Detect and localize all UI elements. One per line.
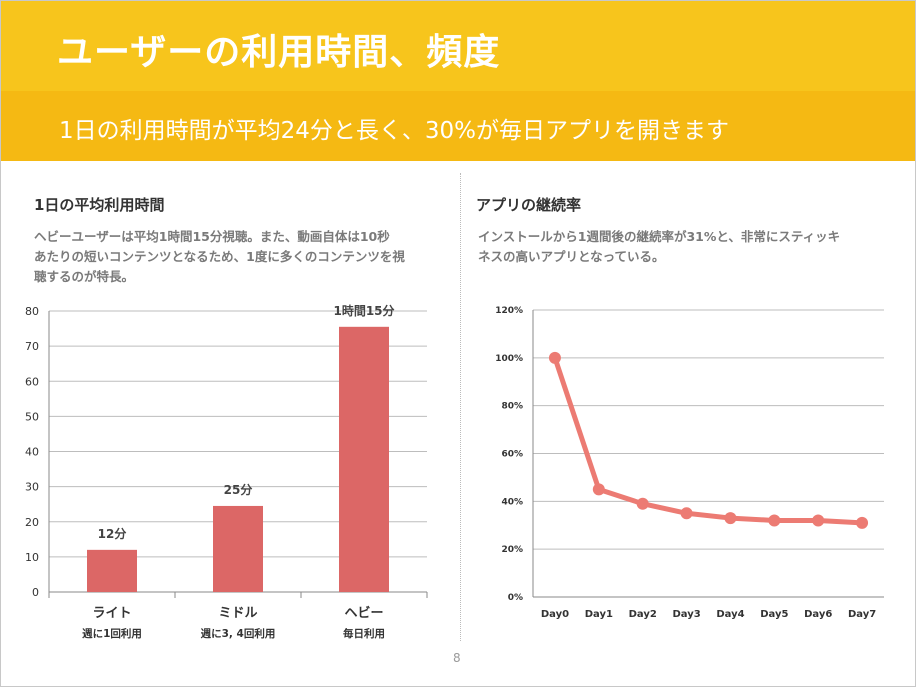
retention-heading: アプリの継続率 — [476, 196, 582, 214]
x-tick-label: Day6 — [804, 609, 832, 620]
page-number: 8 — [453, 651, 461, 665]
y-tick-label: 40% — [501, 497, 523, 507]
bar-data-label: 1時間15分 — [333, 303, 394, 318]
slide-subtitle: 1日の利用時間が平均24分と長く、30%が毎日アプリを開きます — [59, 118, 730, 144]
retention-description-line: ネスの高いアプリとなっている。 — [478, 249, 665, 264]
y-tick-label: 40 — [25, 446, 39, 459]
x-category-label: ヘビー — [344, 605, 383, 621]
bar-data-label: 25分 — [224, 482, 253, 497]
section-divider — [460, 173, 461, 641]
y-tick-label: 20% — [501, 545, 523, 555]
data-point — [548, 351, 561, 364]
retention-description: インストールから1週間後の継続率が31%と、非常にスティッキ ネスの高いアプリと… — [478, 227, 840, 267]
data-point — [768, 514, 781, 527]
usage-time-description-line: あたりの短いコンテンツとなるため、1度に多くのコンテンツを視 — [34, 249, 405, 264]
retention-description-line: インストールから1週間後の継続率が31%と、非常にスティッキ — [478, 229, 841, 244]
retention-line-chart: 0% 20% 40% 60% 80% 100% 120% Day0 Day1 Day2 Day3 Da… — [495, 306, 884, 620]
y-tick-label: 60% — [501, 450, 523, 460]
x-category-sublabel: 週に1回利用 — [82, 627, 142, 640]
y-tick-label: 0% — [508, 593, 523, 603]
y-tick-label: 20 — [25, 516, 39, 529]
y-tick-label: 0 — [32, 586, 39, 599]
bar — [213, 505, 263, 592]
x-tick-label: Day3 — [672, 609, 700, 620]
y-tick-label: 120% — [495, 306, 523, 316]
bar-data-label: 12分 — [98, 526, 127, 541]
data-point — [592, 483, 605, 496]
x-tick-label: Day7 — [848, 609, 876, 620]
y-tick-label: 30 — [25, 481, 39, 494]
retention-line — [552, 355, 865, 526]
x-tick-label: Day4 — [716, 609, 744, 620]
y-tick-label: 60 — [25, 375, 39, 388]
y-tick-label: 80 — [25, 305, 39, 318]
y-tick-label: 100% — [495, 354, 523, 364]
data-point — [856, 516, 869, 529]
x-tick-label: Day0 — [541, 609, 569, 620]
x-tick-label: Day5 — [760, 609, 788, 620]
usage-time-description-line: ヘビーユーザーは平均1時間15分視聴。また、動画自体は10秒 — [34, 229, 390, 244]
slide-title: ユーザーの利用時間、頻度 — [57, 32, 501, 73]
y-tick-label: 50 — [25, 410, 39, 423]
bar — [339, 326, 389, 592]
x-tick-label: Day2 — [629, 609, 657, 620]
x-category-sublabel: 毎日利用 — [343, 627, 385, 640]
data-point — [724, 512, 737, 525]
x-category-label: ミドル — [218, 606, 257, 621]
usage-time-heading: 1日の平均利用時間 — [34, 196, 165, 214]
bar — [87, 549, 137, 592]
y-tick-label: 80% — [501, 402, 523, 412]
x-tick-label: Day1 — [585, 609, 613, 620]
x-category-sublabel: 週に3, 4回利用 — [201, 627, 276, 640]
y-tick-label: 10 — [25, 551, 39, 564]
data-point — [812, 514, 825, 527]
title-bar — [1, 1, 915, 91]
data-point — [680, 507, 693, 520]
y-tick-label: 70 — [25, 340, 39, 353]
subtitle-bar — [1, 91, 915, 161]
usage-time-description-line: 聴するのが特長。 — [34, 269, 135, 284]
usage-time-description: ヘビーユーザーは平均1時間15分視聴。また、動画自体は10秒 あたりの短いコンテ… — [34, 227, 405, 287]
data-point — [636, 497, 649, 510]
x-category-label: ライト — [92, 606, 131, 621]
